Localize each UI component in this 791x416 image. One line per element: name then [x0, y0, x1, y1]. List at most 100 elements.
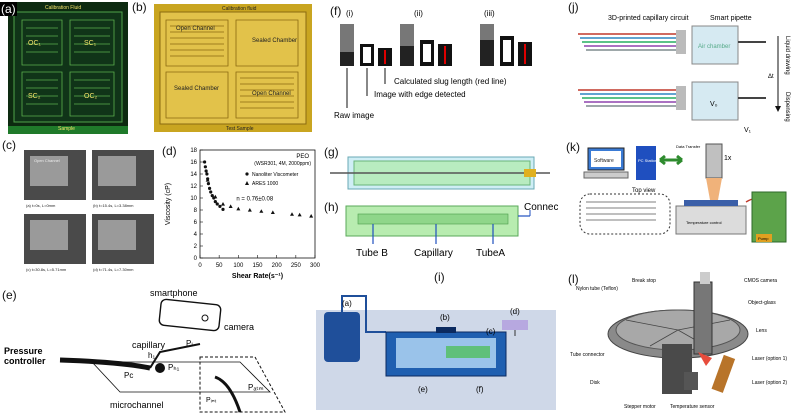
panel-k: (k) Software PC Station Data Transfer 1x… — [566, 140, 791, 270]
point-1-9 — [297, 212, 302, 217]
x-axis-label: Shear Rate(s⁻¹) — [232, 273, 283, 280]
y-tick-label-2: 4 — [194, 232, 198, 238]
point-1-6 — [259, 209, 264, 213]
l-cmos: CMOS camera — [744, 278, 777, 284]
panel-h-label: (h) — [324, 200, 339, 214]
viscosity-chart: 0 50 100 150 200 250 300 0 2 4 6 8 10 12 14 16 18 Shear R… — [165, 148, 321, 280]
e-pressure-2: controller — [4, 356, 46, 366]
c-cap-4: (d) t=71.4s, L=7.30mm — [93, 267, 134, 272]
legend-title: PEO — [296, 154, 309, 160]
panel-h: (h) Connector Tube B Capillary TubeA — [318, 200, 558, 260]
a-oc1: OC₁ — [28, 40, 42, 47]
c-frame-1 — [24, 150, 86, 200]
y-tick-label-8: 16 — [190, 160, 197, 166]
panel-j-diagram: 3D-printed capillary circuit Smart pipet… — [578, 15, 790, 134]
panel-b-label: (b) — [132, 0, 147, 14]
j-v1: V₁ — [744, 127, 752, 134]
k-software: Software — [594, 158, 614, 164]
i-a: (a) — [342, 299, 352, 308]
k-mag: 1x — [724, 155, 732, 162]
e-pl: Pₗ — [186, 339, 193, 348]
x-tick-label-6: 300 — [310, 263, 321, 269]
l-lens: Lens — [756, 328, 767, 334]
l-stepper: Stepper motor — [624, 404, 656, 410]
point-1-10 — [309, 214, 314, 218]
l-tube-connector: Tube connector — [570, 352, 605, 358]
point-0-7 — [209, 190, 213, 194]
h-connector: Connector — [524, 202, 558, 213]
k-pump: Pump — [758, 236, 769, 241]
panel-e-diagram: smartphone camera capillary Pressure con… — [4, 288, 286, 413]
y-axis-label: Viscosity (cP) — [165, 183, 172, 225]
panel-c: (c) Open Channel (a) t=0s, L=0mm (b) t=1… — [0, 138, 160, 278]
j-v0: V₀ — [710, 101, 718, 108]
panel-k-diagram: Software PC Station Data Transfer 1x Top… — [579, 143, 787, 243]
f-sub-3: (iii) — [484, 9, 495, 18]
panel-j: (j) 3D-printed capillary circuit Smart p… — [568, 0, 791, 138]
x-tick-label-0: 0 — [198, 263, 202, 269]
j-air-chamber: Air chamber — [698, 44, 730, 50]
b-open-channel-2: Open Channel — [252, 91, 291, 97]
a-calib-label: Calibration Fluid — [45, 5, 81, 11]
panel-l: (l) Nylon tube (Teflon) Break stop CMOS … — [566, 272, 791, 416]
point-0-3 — [205, 172, 209, 176]
x-tick-label-2: 100 — [233, 263, 244, 269]
a-sc2: SC₂ — [28, 93, 41, 100]
panel-e: (e) smartphone camera capillary Pressure… — [0, 282, 300, 416]
panel-a-image: Calibration Fluid Sample OC₁ SC₁ SC₂ OC₂ — [8, 2, 128, 134]
point-1-2 — [221, 202, 225, 206]
h-tube-a: TubeA — [476, 248, 505, 259]
x-tick-label-4: 200 — [272, 263, 283, 269]
panel-a-label: (a) — [0, 2, 17, 16]
panel-d-label: (d) — [162, 144, 177, 158]
c-frame-4 — [92, 214, 154, 264]
panel-g-label: (g) — [324, 145, 339, 159]
b-calib-label: Calibration fluid — [222, 6, 257, 12]
h-tube-b: Tube B — [356, 248, 388, 259]
j-dt: Δt — [768, 74, 774, 80]
f-calc-slug: Calculated slug length (red line) — [394, 77, 507, 86]
f-sub-1: (i) — [346, 9, 353, 18]
e-pc: Pᴄ — [124, 371, 133, 380]
point-1-4 — [236, 206, 241, 211]
i-b: (b) — [440, 313, 450, 322]
panel-h-device: Connector Tube B Capillary TubeA — [345, 202, 558, 259]
f-edge: Image with edge detected — [374, 90, 466, 99]
f-sub-2: (ii) — [414, 9, 423, 18]
y-tick-label-5: 10 — [190, 196, 197, 202]
point-0-10 — [213, 200, 217, 204]
k-top-view: Top view — [632, 188, 656, 194]
panel-l-diagram: Nylon tube (Teflon) Break stop CMOS came… — [570, 272, 787, 410]
y-tick-label-6: 12 — [190, 184, 197, 190]
y-tick-label-9: 18 — [190, 148, 197, 154]
y-tick-label-7: 14 — [190, 172, 197, 178]
e-h1: h₁ — [148, 351, 155, 360]
panel-i: (i) (a) (b) (c) (d) (e) (f) — [316, 270, 556, 410]
f-raw: Raw image — [334, 111, 375, 120]
l-break-stop: Break stop — [632, 278, 656, 284]
point-1-3 — [228, 204, 233, 208]
y-tick-label-1: 2 — [194, 244, 198, 250]
panel-a: Calibration Fluid Sample OC₁ SC₁ SC₂ OC₂… — [0, 0, 128, 136]
l-temp-sensor: Temperature sensor — [670, 404, 715, 410]
k-pc-station: PC Station — [638, 158, 657, 163]
legend-label-1: ARES 1000 — [252, 181, 278, 187]
j-pipette: Smart pipette — [710, 15, 752, 22]
panel-e-label: (e) — [2, 288, 17, 302]
x-tick-label-1: 50 — [216, 263, 223, 269]
panel-f: (f) (i) (ii) (iii) Calculated slug lengt… — [330, 4, 560, 134]
x-tick-label-3: 150 — [252, 263, 263, 269]
x-tick-label-5: 250 — [291, 263, 302, 269]
panel-b-image: Calibration fluid Open Channel Sealed Ch… — [154, 4, 312, 132]
l-nylon: Nylon tube (Teflon) — [576, 286, 618, 292]
e-pint: Pᵢₙₜ — [206, 397, 217, 404]
point-0-8 — [210, 194, 214, 198]
c-cap-2: (b) t=15.4s, L=3.38mm — [93, 203, 134, 208]
legend-subtitle: (WSR301, 4M, 2000ppm) — [254, 161, 311, 167]
legend-marker-0 — [245, 172, 249, 176]
b-test-sample-label: Test Sample — [226, 126, 254, 132]
l-disk: Disk — [590, 380, 600, 386]
k-data-transfer: Data Transfer — [676, 144, 701, 149]
e-microchannel: microchannel — [110, 400, 164, 410]
panel-i-diagram: (a) (b) (c) (d) (e) (f) — [316, 295, 556, 410]
